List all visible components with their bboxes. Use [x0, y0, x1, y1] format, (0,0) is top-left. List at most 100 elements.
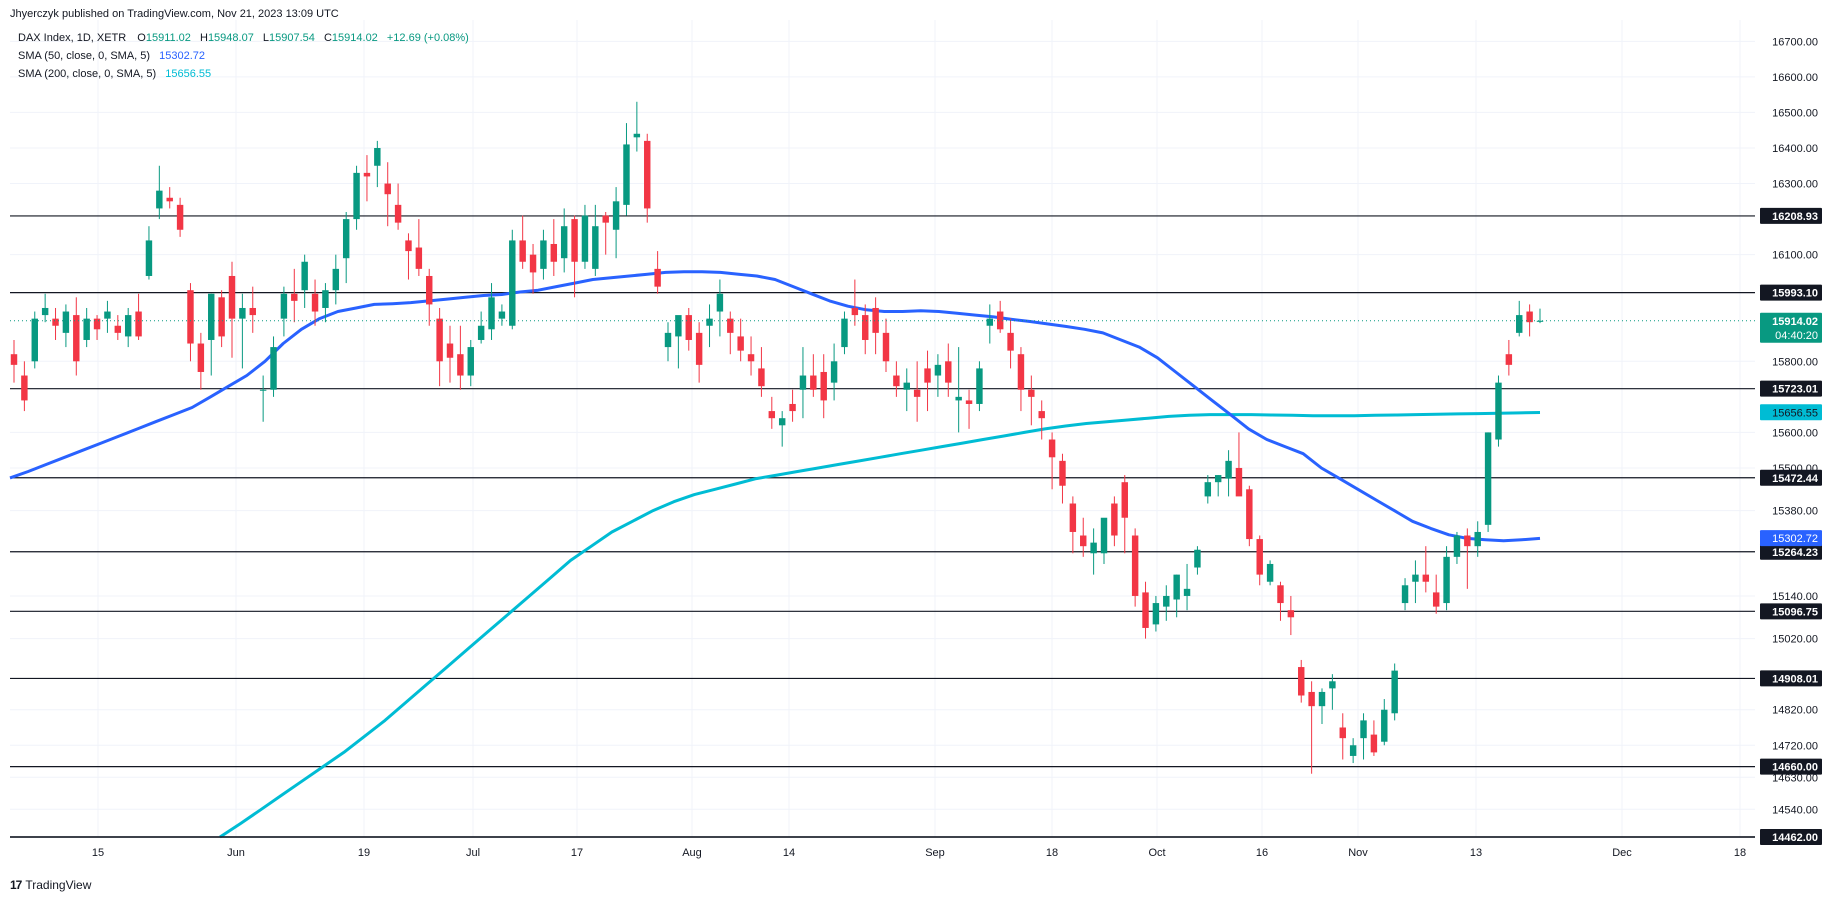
candle-down	[384, 183, 391, 195]
time-axis[interactable]: 15 Jun 19 Jul 17 Aug 14 Sep 18 Oct 16 Nov 13 Dec 18	[10, 836, 1755, 859]
candle-down	[1277, 585, 1284, 604]
candle-up	[675, 315, 682, 337]
candle-down	[820, 371, 827, 401]
candle-up	[1173, 574, 1180, 600]
candle-down	[654, 268, 661, 287]
candle-up	[560, 226, 568, 259]
candle-down	[405, 240, 412, 252]
candle-down	[426, 275, 433, 305]
level-tag	[1760, 758, 1822, 775]
x-tick-label: 15	[92, 847, 104, 859]
candle-down	[1038, 411, 1045, 419]
candle-up	[799, 375, 807, 390]
candle-down	[1017, 354, 1025, 390]
candle-down	[695, 332, 703, 365]
level-tag-label: 14660.00	[1772, 762, 1818, 774]
candle-down	[747, 354, 755, 362]
candle-down	[21, 375, 28, 401]
candle-up	[62, 311, 70, 333]
candle-up	[903, 382, 910, 390]
candle-up	[955, 396, 962, 401]
candle-up	[841, 318, 848, 348]
sma50-line[interactable]	[9, 270, 1541, 543]
candle-down	[415, 247, 423, 269]
candle-down	[810, 375, 817, 390]
last-price-tag	[1760, 312, 1822, 343]
candle-down	[1432, 592, 1440, 607]
symbol-label[interactable]: DAX Index, 1D, XETR	[18, 32, 127, 44]
x-tick-label: Oct	[1148, 847, 1165, 859]
x-tick-label: Dec	[1612, 847, 1632, 859]
legend-sma50[interactable]: SMA (50, close, 0, SMA, 5) 15302.72	[18, 50, 205, 62]
candle-down	[93, 318, 101, 330]
candle-down	[1287, 610, 1295, 618]
candle-down	[1308, 691, 1315, 707]
candle-down	[882, 332, 890, 362]
level-tag	[1760, 207, 1822, 224]
candle-down	[644, 140, 651, 209]
candle-down	[1111, 503, 1118, 536]
ohlc-change: +12.69 (+0.08%)	[386, 32, 469, 44]
candle-up	[1412, 574, 1419, 582]
candle-down	[1505, 354, 1513, 365]
y-tick-label: 16600.00	[1772, 72, 1818, 84]
candle-down	[218, 297, 225, 337]
candle-down	[789, 403, 796, 412]
candle-up	[1225, 460, 1232, 479]
candle-down	[758, 368, 765, 387]
candle-down	[924, 368, 931, 383]
candle-down	[893, 375, 900, 387]
x-tick-label: Jun	[227, 847, 245, 859]
y-tick-label: 15020.00	[1772, 634, 1818, 646]
candle-down	[1464, 535, 1471, 547]
candle-up	[612, 201, 620, 230]
candle-up	[1163, 595, 1170, 607]
sma200-line[interactable]	[219, 411, 1541, 839]
sma50-label: SMA (50, close, 0, SMA, 5)	[18, 50, 151, 62]
candle-down	[1048, 439, 1056, 458]
candle-down	[73, 315, 80, 362]
level-tag-label: 15723.01	[1772, 384, 1818, 396]
y-tick-label: 15600.00	[1772, 427, 1818, 439]
candle-down	[363, 172, 371, 177]
ohlc-l: 15907.54	[269, 32, 315, 44]
candle-down	[291, 293, 298, 301]
candle-down	[1235, 467, 1243, 497]
candle-down	[135, 311, 142, 337]
candle-down	[311, 293, 319, 312]
candle-down	[996, 311, 1004, 330]
support-resistance-levels	[10, 215, 1755, 838]
price-axis[interactable]: 16700.00 16600.00 16500.00 16400.00 16300.00…	[1760, 36, 1822, 845]
footer-brand[interactable]: 17 TradingView	[10, 878, 91, 892]
candle-up	[374, 147, 381, 166]
candle-down	[197, 343, 205, 372]
candle-down	[862, 315, 869, 340]
x-tick-label: 19	[358, 847, 370, 859]
candle-down	[1370, 734, 1378, 753]
ohlc-c: 15914.02	[331, 32, 378, 44]
candle-up	[259, 389, 267, 391]
candle-down	[945, 361, 952, 383]
brand-text: TradingView	[25, 878, 92, 892]
candle-down	[1526, 311, 1533, 323]
last-price-value: 15914.02	[1772, 316, 1818, 328]
y-tick-label: 16100.00	[1772, 250, 1818, 262]
legend-sma200[interactable]: SMA (200, close, 0, SMA, 5) 15656.55	[18, 68, 211, 80]
y-tick-label: 15800.00	[1772, 356, 1818, 368]
level-tag	[1760, 380, 1822, 397]
ohlc-h-label: H	[199, 32, 208, 44]
candle-down	[685, 315, 692, 340]
candle-up	[706, 318, 713, 326]
candle-up	[477, 325, 485, 340]
candle-down	[228, 275, 236, 319]
candle-up	[1484, 432, 1492, 525]
sma50-tag	[1760, 530, 1822, 547]
candle-down	[1121, 482, 1128, 518]
level-tag	[1760, 284, 1822, 301]
sma200-tag	[1760, 404, 1822, 421]
candle-up	[1214, 475, 1222, 483]
candle-down	[1246, 489, 1253, 540]
x-tick-label: 18	[1734, 847, 1746, 859]
last-price-countdown: 04:40:20	[1775, 330, 1818, 342]
